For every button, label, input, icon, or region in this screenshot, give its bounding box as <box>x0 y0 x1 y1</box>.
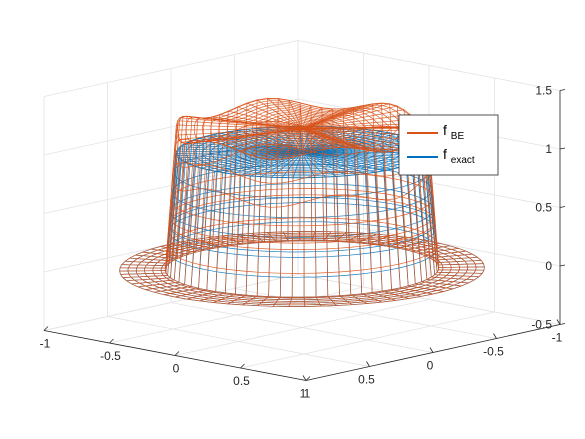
mesh-spoke-series-1-47 <box>267 97 303 243</box>
mesh-spoke-series-1-35 <box>301 105 440 251</box>
mesh-spoke-series-1-7 <box>272 128 303 307</box>
x-tick-label-3: 0.5 <box>358 373 375 387</box>
mesh-spoke-series-1-53 <box>182 114 303 249</box>
mesh-spoke-series-1-43 <box>301 106 332 243</box>
mesh-spoke-series-1-39 <box>301 105 391 245</box>
mesh-spoke-series-1-64 <box>120 128 303 275</box>
grid-line-left-wall-h-4 <box>297 40 561 91</box>
mesh-spoke-series-1-4 <box>227 128 303 305</box>
mesh-spoke-series-1-40 <box>301 106 377 244</box>
surface-mesh-series-1 <box>119 97 485 307</box>
y-tick-mark-1 <box>109 338 114 344</box>
mesh-spoke-series-1-44 <box>301 105 316 242</box>
x-tick-label-1: -0.5 <box>483 345 504 359</box>
axes-grid <box>43 40 561 381</box>
legend-box <box>398 114 499 176</box>
mesh-spoke-series-1-65 <box>122 128 303 278</box>
z-tick-label-0: -0.5 <box>531 318 552 332</box>
mesh-spoke-series-1-63 <box>119 128 303 272</box>
legend: f BE f exact <box>398 114 499 176</box>
y-tick-mark-2 <box>174 351 180 356</box>
grid-line-right-wall-h-4 <box>43 40 299 97</box>
grid-line-right-wall-h-3 <box>43 98 299 156</box>
axes-frame <box>43 89 566 381</box>
mesh-spoke-series-1-42 <box>301 108 347 243</box>
y-tick-label-1: -0.5 <box>100 349 121 363</box>
x-tick-mark-2 <box>429 347 434 353</box>
legend-label-series-2: f exact <box>443 146 475 166</box>
x-tick-label-4: 1 <box>300 387 307 401</box>
mesh-spoke-series-1-48 <box>251 97 303 243</box>
mesh-spoke-series-1-49 <box>236 99 303 244</box>
mesh-spoke-series-1-38 <box>301 103 405 246</box>
legend-label-series-2-main: f <box>443 146 447 162</box>
mesh-spoke-series-1-41 <box>301 108 362 243</box>
surface-mesh <box>119 97 485 307</box>
mesh-spoke-series-1-3 <box>213 128 303 303</box>
mesh-spoke-series-1-45 <box>298 102 303 241</box>
z-tick-label-3: 1 <box>545 142 552 156</box>
tick-labels: -0.500.511.5-1-0.500.51-1-0.500.51 <box>40 84 563 401</box>
mesh-spoke-series-1-11 <box>301 128 337 306</box>
z-tick-mark-3 <box>559 147 566 150</box>
legend-label-series-1-main: f <box>443 122 447 138</box>
grid-line-floor-y-0 <box>43 274 299 331</box>
x-tick-mark-0 <box>556 319 561 325</box>
mesh-spoke-series-1-46 <box>282 100 303 243</box>
mesh-spoke-series-1-50 <box>222 102 303 245</box>
y-tick-label-4: 1 <box>304 387 311 401</box>
legend-label-series-1: f BE <box>443 122 464 142</box>
mesh-spoke-series-1-34 <box>301 109 450 253</box>
mesh-spoke-series-1-60 <box>125 117 303 264</box>
mesh-spoke-series-1-37 <box>301 102 418 247</box>
mesh-spoke-series-1-12 <box>301 128 353 305</box>
mesh-spoke-series-1-10 <box>301 128 322 307</box>
y-tick-label-2: 0 <box>173 362 180 376</box>
mesh-spoke-series-1-8 <box>288 128 303 307</box>
mesh-spoke-series-1-9 <box>301 128 306 307</box>
grid-line-floor-y-3 <box>240 311 495 369</box>
mesh-spoke-series-1-71 <box>164 128 303 296</box>
x-tick-mark-1 <box>493 333 497 339</box>
mesh-spoke-series-1-6 <box>257 128 303 306</box>
z-tick-label-4: 1.5 <box>535 84 552 98</box>
mesh-spoke-series-1-13 <box>301 128 368 304</box>
z-tick-mark-4 <box>559 89 566 91</box>
mesh-spoke-series-1-54 <box>170 116 303 251</box>
legend-label-series-1-sub: BE <box>451 131 465 142</box>
x-tick-label-2: 0 <box>427 359 434 373</box>
z-tick-label-1: 0 <box>545 259 552 273</box>
mesh-spoke-series-1-62 <box>119 124 303 269</box>
mesh-spoke-series-1-16 <box>301 128 410 299</box>
grid-line-floor-y-2 <box>174 299 430 356</box>
mesh-spoke-series-1-51 <box>208 106 303 246</box>
y-tick-mark-3 <box>240 363 245 369</box>
z-tick-mark-2 <box>559 206 566 208</box>
mesh-spoke-series-1-66 <box>126 128 303 282</box>
y-tick-mark-0 <box>43 326 49 331</box>
y-tick-label-3: 0.5 <box>233 374 250 388</box>
x-tick-mark-3 <box>366 361 370 367</box>
y-tick-mark-4 <box>305 376 311 381</box>
mesh-spoke-series-1-17 <box>301 128 422 297</box>
mesh-spoke-series-1-1 <box>186 128 303 300</box>
x-tick-mark-4 <box>302 375 307 381</box>
z-tick-mark-0 <box>559 323 566 325</box>
mesh-spoke-series-1-52 <box>194 110 303 248</box>
mesh-spoke-series-1-36 <box>301 103 430 249</box>
z-tick-label-2: 0.5 <box>535 201 552 215</box>
mesh-spoke-series-1-18 <box>301 128 434 295</box>
mesh-spoke-series-1-2 <box>199 128 303 302</box>
y-tick-label-0: -1 <box>40 337 51 351</box>
mesh-spoke-series-1-61 <box>121 120 303 267</box>
legend-label-series-2-sub: exact <box>451 155 475 166</box>
x-tick-label-0: -1 <box>552 331 563 345</box>
z-tick-mark-1 <box>559 264 566 267</box>
